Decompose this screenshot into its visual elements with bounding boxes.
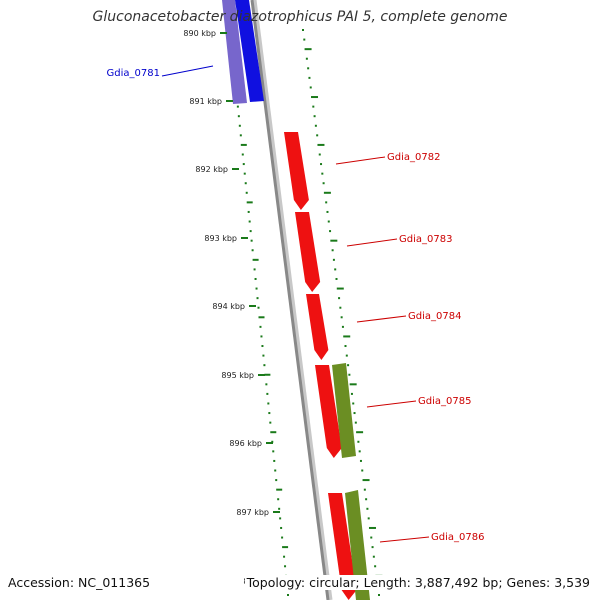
- gene-labels: Gdia_0781 Gdia_0782 Gdia_0783 Gdia_0784 Gdia…: [107, 65, 484, 543]
- gene-label-leader: [366, 400, 417, 408]
- gene-arrow-forward: [306, 294, 329, 360]
- scale-tick-label: 890 kbp: [183, 29, 216, 38]
- gene-label-gdia_0785: Gdia_0785: [418, 396, 471, 407]
- gene-label-gdia_0783: Gdia_0783: [399, 234, 452, 245]
- gene-arrow-forward: [328, 493, 357, 600]
- cds-overlay-forward: [345, 490, 370, 600]
- gene-label-gdia_0782: Gdia_0782: [387, 152, 440, 163]
- gene-label-gdia_0781: Gdia_0781: [107, 68, 160, 79]
- scale-tick-label: 894 kbp: [212, 302, 245, 311]
- gene-arrow-forward: [284, 132, 309, 210]
- gene-label-gdia_0786: Gdia_0786: [431, 532, 484, 543]
- gene-arrow-forward: [315, 365, 342, 458]
- cds-overlay-forward: [332, 363, 356, 458]
- accession-label: Accession: NC_011365: [8, 575, 151, 590]
- backbone-line: [250, 0, 330, 600]
- genome-backbone: [250, 0, 333, 600]
- genome-summary: Topology: circular; Length: 3,887,492 bp…: [244, 575, 590, 590]
- gene-label-gdia_0784: Gdia_0784: [408, 311, 461, 322]
- scale-tick-label: 891 kbp: [189, 97, 222, 106]
- scale-tick-label: 897 kbp: [236, 508, 269, 517]
- gene-label-leader: [356, 315, 407, 323]
- genome-title: Gluconacetobacter diazotrophicus PAI 5, …: [92, 9, 508, 25]
- gene-arrow-forward: [295, 212, 321, 292]
- gene-track: [222, 0, 370, 600]
- backbone-shadow: [251, 0, 333, 600]
- scale-tick-label: 892 kbp: [195, 165, 228, 174]
- gene-label-leader: [379, 536, 430, 543]
- scale-tick-label: 895 kbp: [221, 371, 254, 380]
- scale-tick-label: 893 kbp: [204, 234, 237, 243]
- gc-content-inner-track: [302, 29, 383, 596]
- gene-label-leader: [161, 65, 214, 77]
- gene-arrow-reverse: [235, 0, 264, 102]
- gene-label-leader: [335, 156, 386, 165]
- position-scale: 890 kbp 891 kbp 892 kbp 893 kbp 894 kbp 895 k…: [183, 29, 287, 586]
- cds-overlay-reverse: [222, 0, 247, 104]
- scale-tick-label: 896 kbp: [229, 439, 262, 448]
- gene-label-leader: [346, 238, 398, 247]
